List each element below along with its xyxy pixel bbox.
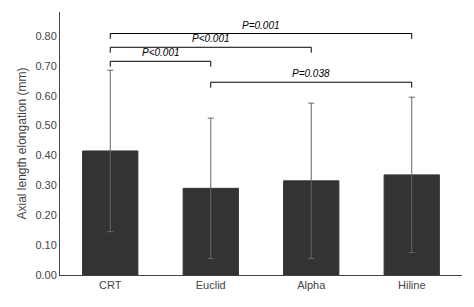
svg-text:Axial length elongation (mm): Axial length elongation (mm) <box>15 67 29 219</box>
svg-text:Alpha: Alpha <box>297 279 326 291</box>
svg-text:0.50: 0.50 <box>35 119 56 131</box>
svg-text:Hiline: Hiline <box>398 279 426 291</box>
svg-text:0.00: 0.00 <box>35 269 56 281</box>
svg-text:0.20: 0.20 <box>35 209 56 221</box>
svg-text:0.80: 0.80 <box>35 30 56 42</box>
svg-text:0.10: 0.10 <box>35 239 56 251</box>
svg-text:CRT: CRT <box>99 279 122 291</box>
svg-text:0.70: 0.70 <box>35 60 56 72</box>
svg-text:Euclid: Euclid <box>196 279 226 291</box>
svg-text:P=0.038: P=0.038 <box>292 68 330 79</box>
svg-text:0.60: 0.60 <box>35 90 56 102</box>
svg-text:P<0.001: P<0.001 <box>142 47 180 58</box>
svg-text:P<0.001: P<0.001 <box>192 33 230 44</box>
svg-text:0.40: 0.40 <box>35 149 56 161</box>
svg-text:0.30: 0.30 <box>35 179 56 191</box>
svg-text:P=0.001: P=0.001 <box>242 20 280 31</box>
